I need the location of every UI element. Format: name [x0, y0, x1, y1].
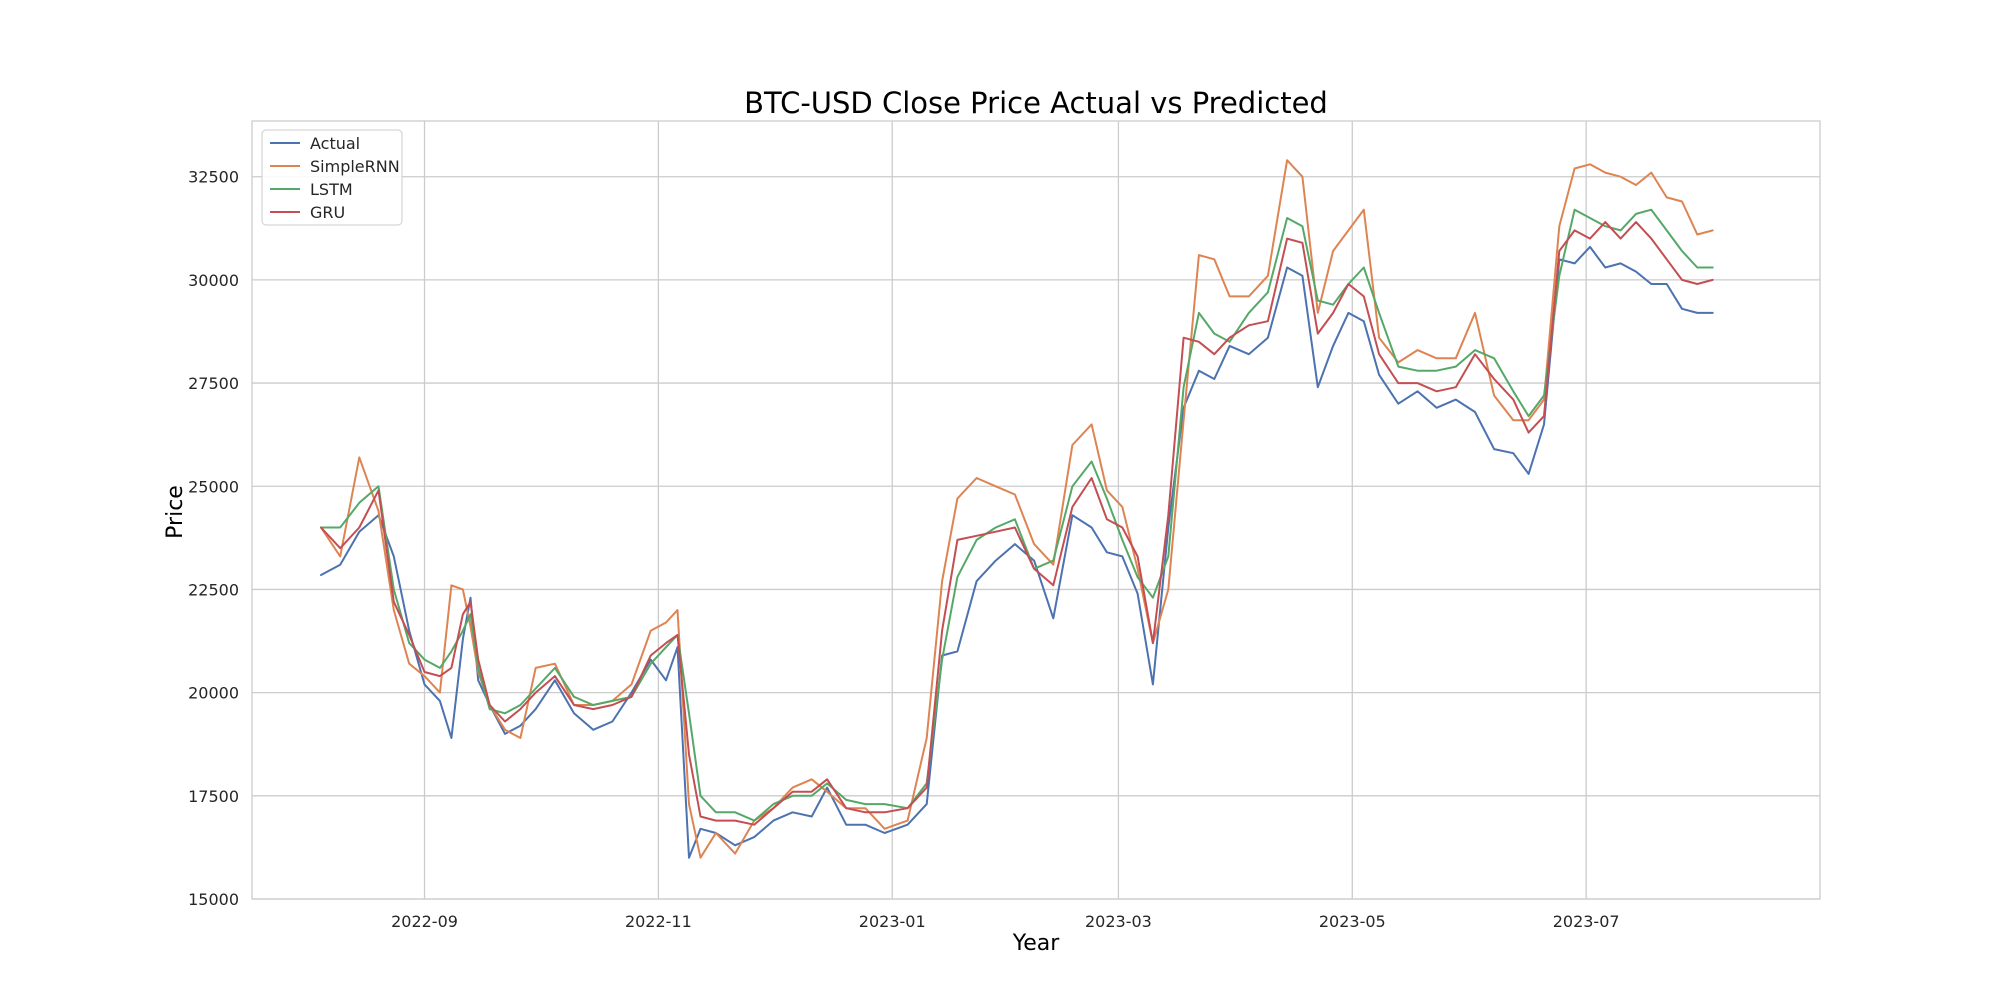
legend-label-simplernn: SimpleRNN: [310, 157, 400, 176]
y-tick-label: 20000: [188, 684, 239, 703]
x-tick-label: 2022-09: [391, 912, 458, 931]
series-lines: [320, 159, 1714, 859]
y-tick-label: 17500: [188, 787, 239, 806]
y-axis-label: Price: [163, 485, 188, 539]
plot-background: [252, 121, 1820, 899]
x-tick-label: 2023-05: [1319, 912, 1386, 931]
legend-label-actual: Actual: [310, 134, 360, 153]
legend-label-gru: GRU: [310, 203, 345, 222]
x-axis-label: Year: [1012, 931, 1061, 956]
y-tick-label: 27500: [188, 374, 239, 393]
x-tick-label: 2023-07: [1553, 912, 1620, 931]
x-tick-labels: 2022-09 2022-11 2023-01 2023-03 2023-05 2023-…: [391, 912, 1619, 931]
series-line-gru: [320, 221, 1714, 826]
series-line-simplernn: [320, 159, 1714, 859]
y-tick-label: 30000: [188, 271, 239, 290]
plot-frame: [251, 120, 1821, 900]
y-tick-labels: 15000 17500 20000 22500 25000 27500 30000 32500: [188, 168, 239, 909]
legend-box: [261, 129, 403, 226]
legend: Actual SimpleRNN LSTM GRU: [261, 129, 403, 226]
y-tick-label: 22500: [188, 580, 239, 599]
y-tick-label: 25000: [188, 477, 239, 496]
series-line-actual: [320, 245, 1714, 859]
y-tick-label: 32500: [188, 168, 239, 187]
x-tick-label: 2023-01: [859, 912, 926, 931]
legend-label-lstm: LSTM: [310, 180, 353, 199]
legend-items: Actual SimpleRNN LSTM GRU: [270, 134, 400, 222]
series-line-lstm: [320, 208, 1714, 822]
x-tick-label: 2022-11: [625, 912, 692, 931]
y-tick-label: 15000: [188, 890, 239, 909]
chart-title: BTC-USD Close Price Actual vs Predicted: [744, 86, 1328, 120]
x-tick-label: 2023-03: [1085, 912, 1152, 931]
